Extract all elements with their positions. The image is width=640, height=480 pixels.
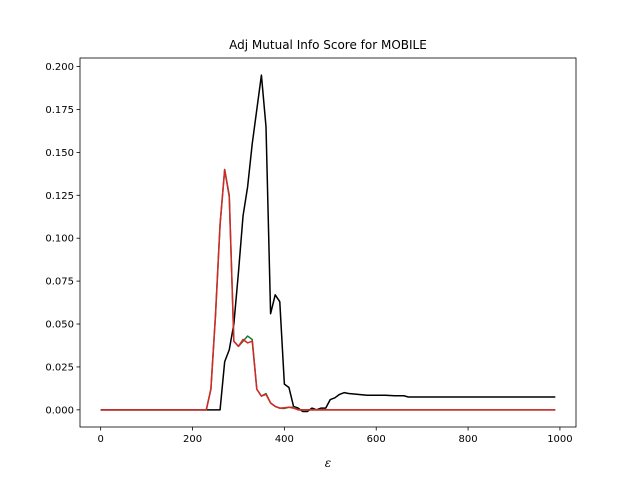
y-tick-label: 0.100 (45, 234, 74, 245)
x-tick-label: 400 (275, 434, 294, 445)
x-tick-label: 200 (183, 434, 202, 445)
y-tick-label: 0.150 (45, 148, 74, 159)
series-line-1 (100, 74, 556, 413)
y-tick-label: 0.175 (45, 105, 74, 116)
y-tick-label: 0.075 (45, 277, 74, 288)
axes-frame (79, 57, 577, 428)
x-tick-label: 0 (97, 434, 103, 445)
series-line-3 (100, 168, 556, 411)
y-tick-label: 0.025 (45, 362, 74, 373)
y-tick-label: 0.125 (45, 191, 74, 202)
chart-title: Adj Mutual Info Score for MOBILE (229, 38, 427, 52)
x-axis-label: ε (325, 456, 331, 470)
plot-area: 0 200 400 600 800 1000 0.000 0.025 0.050 0.075 0.1… (45, 57, 577, 445)
y-tick-label: 0.200 (45, 62, 74, 73)
y-tick-label: 0.000 (45, 405, 74, 416)
x-tick-label: 600 (367, 434, 386, 445)
y-tick-label: 0.050 (45, 320, 74, 331)
x-tick-label: 800 (459, 434, 478, 445)
x-tick-label: 1000 (547, 434, 572, 445)
